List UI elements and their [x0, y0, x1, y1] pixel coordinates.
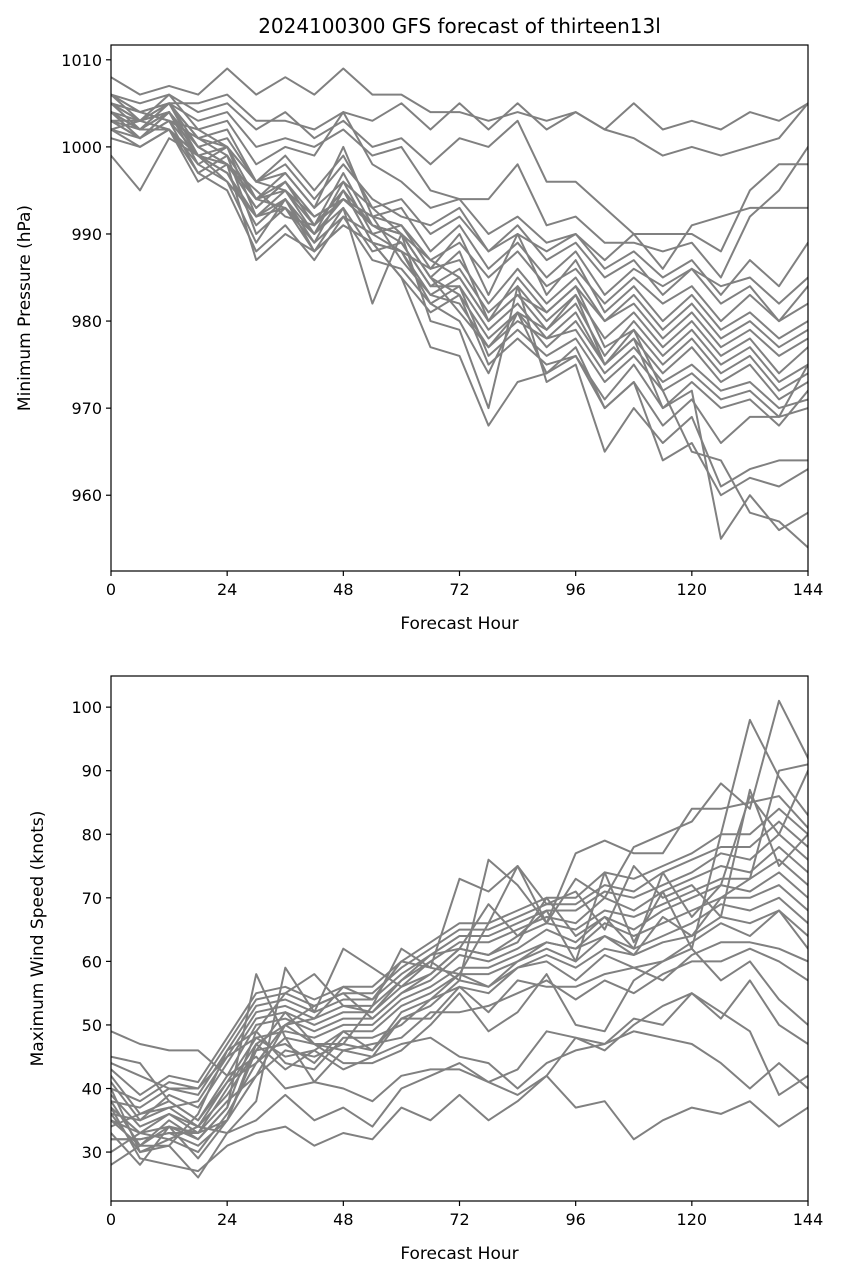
y-tick-label: 80 — [82, 825, 102, 844]
x-tick-label: 24 — [217, 1210, 237, 1229]
member-line-14 — [111, 846, 808, 1128]
x-tick-label: 96 — [565, 1210, 585, 1229]
x-tick-label: 72 — [449, 580, 469, 599]
member-line-19 — [111, 795, 808, 1154]
member-line-17 — [111, 111, 808, 410]
chart-title: 2024100300 GFS forecast of thirteen13l — [258, 14, 661, 38]
y-axis-label: Maximum Wind Speed (knots) — [28, 811, 48, 1067]
member-line-22 — [111, 769, 808, 1122]
y-tick-label: 60 — [82, 952, 102, 971]
member-line-12 — [111, 871, 808, 1122]
x-axis-label: Forecast Hour — [400, 614, 518, 634]
pressure-panel: 0 24 48 72 96 120 144 960 970 980 990 1000 1010 Forec… — [15, 14, 823, 634]
member-line-2 — [111, 93, 808, 157]
y-tick-label: 30 — [82, 1143, 102, 1162]
x-tick-label: 0 — [106, 1210, 116, 1229]
x-tick-label: 72 — [449, 1210, 469, 1229]
member-line-3 — [111, 93, 808, 253]
member-line-5 — [111, 93, 808, 270]
y-tick-label: 990 — [71, 225, 102, 244]
x-tick-label: 48 — [333, 1210, 353, 1229]
x-tick-label: 0 — [106, 580, 116, 599]
y-tick-label: 1000 — [61, 138, 102, 157]
member-line-1 — [111, 1030, 808, 1141]
member-line-8 — [111, 102, 808, 323]
x-tick-label: 120 — [677, 580, 708, 599]
y-tick-label: 40 — [82, 1080, 102, 1099]
member-line-16 — [111, 820, 808, 1103]
member-line-18 — [111, 102, 808, 418]
member-line-10 — [111, 119, 808, 340]
y-tick-label: 980 — [71, 312, 102, 331]
x-tick-label: 144 — [793, 1210, 824, 1229]
y-tick-label: 1010 — [61, 51, 102, 70]
member-line-21 — [111, 119, 808, 488]
y-tick-label: 70 — [82, 889, 102, 908]
y-tick-label: 970 — [71, 399, 102, 418]
wind-panel: 0 24 48 72 96 120 144 30 40 50 60 70 80 90 100 Forecast… — [28, 675, 824, 1264]
y-tick-label: 960 — [71, 486, 102, 505]
x-tick-label: 96 — [565, 580, 585, 599]
plot-frame — [110, 675, 809, 1202]
x-tick-label: 144 — [793, 580, 824, 599]
y-tick-label: 50 — [82, 1016, 102, 1035]
member-line-4 — [111, 979, 808, 1179]
x-tick-label: 120 — [677, 1210, 708, 1229]
x-axis-label: Forecast Hour — [400, 1244, 518, 1264]
series-group — [111, 699, 808, 1179]
y-tick-label: 100 — [71, 698, 102, 717]
member-line-17 — [111, 807, 808, 1096]
y-tick-label: 90 — [82, 762, 102, 781]
y-axis-label: Minimum Pressure (hPa) — [15, 205, 35, 411]
member-line-18 — [111, 788, 808, 1141]
member-line-1 — [111, 67, 808, 131]
x-tick-label: 24 — [217, 580, 237, 599]
series-group — [111, 67, 808, 549]
member-line-24 — [111, 93, 808, 549]
member-line-23 — [111, 102, 808, 540]
member-line-6 — [111, 111, 808, 296]
member-line-15 — [111, 833, 808, 1109]
x-tick-label: 48 — [333, 580, 353, 599]
member-line-23 — [111, 763, 808, 1134]
